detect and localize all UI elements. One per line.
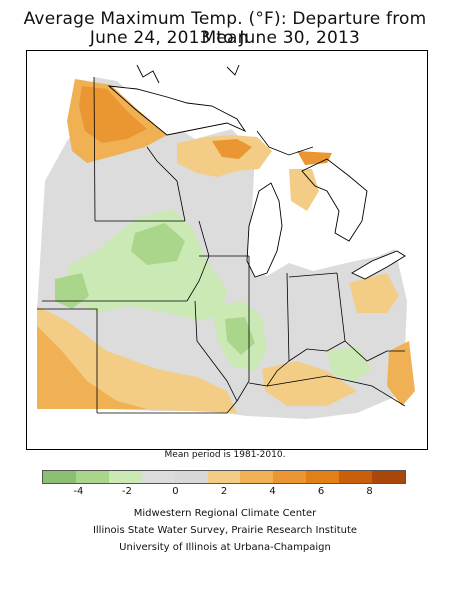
legend-swatch-7 bbox=[273, 471, 307, 483]
legend-swatch-4 bbox=[174, 471, 208, 483]
cool-area-kansas bbox=[55, 273, 89, 309]
legend-tick: 4 bbox=[269, 486, 276, 497]
lake-superior bbox=[109, 86, 245, 135]
warm-area-kentucky bbox=[262, 361, 357, 406]
credit-line-mrcc: Midwestern Regional Climate Center bbox=[133, 508, 317, 519]
cool-area-illinois-core bbox=[225, 317, 255, 355]
warm-area-minnesota-core bbox=[79, 86, 147, 143]
lake-outlines bbox=[107, 64, 406, 280]
legend-swatch-0 bbox=[43, 471, 76, 483]
midwest-region-base bbox=[37, 77, 407, 419]
map-svg bbox=[37, 64, 415, 419]
legend-swatch-9 bbox=[339, 471, 373, 483]
cool-area-ohio-south bbox=[327, 347, 372, 383]
legend-swatch-3 bbox=[141, 471, 175, 483]
temperature-departure-map bbox=[26, 50, 428, 450]
legend-swatch-1 bbox=[75, 471, 109, 483]
legend-swatch-8 bbox=[306, 471, 340, 483]
legend-tick: -4 bbox=[73, 486, 84, 497]
lake-erie bbox=[352, 251, 405, 279]
warm-area-east-edge bbox=[387, 341, 415, 406]
map-date-range: June 24, 2013 to June 30, 2013 bbox=[89, 28, 361, 48]
legend-tick: 0 bbox=[172, 486, 179, 497]
lake-huron bbox=[302, 159, 367, 241]
warm-area-southwest-core bbox=[37, 326, 147, 409]
credit-line-isws: Illinois State Water Survey, Prairie Res… bbox=[92, 525, 358, 536]
color-legend-bar bbox=[42, 470, 406, 484]
legend-tick-labels: -4 -2 0 2 4 6 8 bbox=[42, 486, 406, 500]
warm-area-east-lakes bbox=[297, 151, 332, 165]
lake-michigan bbox=[247, 183, 282, 277]
map-title: Average Maximum Temp. (°F): Departure fr… bbox=[23, 9, 427, 48]
legend-swatch-5 bbox=[207, 471, 241, 483]
legend-swatch-6 bbox=[240, 471, 274, 483]
state-boundaries bbox=[37, 76, 406, 414]
legend-swatch-10 bbox=[372, 471, 405, 483]
legend-tick: -2 bbox=[121, 486, 132, 497]
legend-swatch-2 bbox=[108, 471, 142, 483]
cool-area-iowa-core bbox=[131, 223, 185, 265]
legend-tick: 2 bbox=[220, 486, 228, 497]
warm-area-michigan-north bbox=[289, 169, 319, 211]
legend-tick: 6 bbox=[317, 486, 325, 497]
warm-area-ohio-east bbox=[349, 273, 399, 313]
warm-area-upper-peninsula-core bbox=[212, 139, 252, 159]
mean-period-note: Mean period is 1981-2010. bbox=[164, 450, 286, 460]
credit-line-uiuc: University of Illinois at Urbana-Champai… bbox=[119, 542, 331, 553]
legend-tick: 8 bbox=[366, 486, 373, 497]
